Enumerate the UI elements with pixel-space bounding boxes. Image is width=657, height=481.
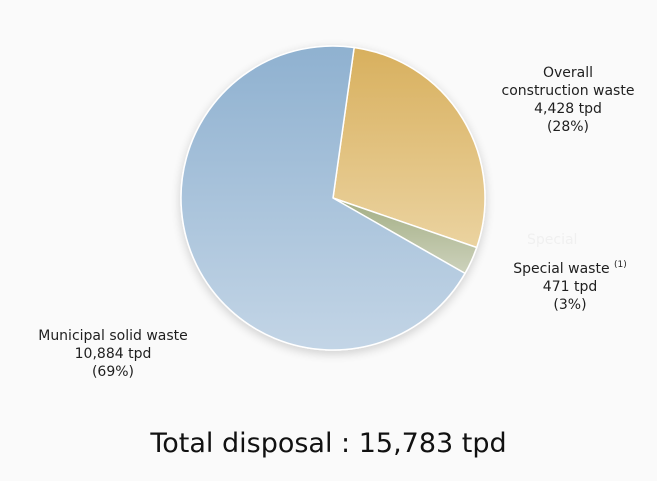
label-construction-value: 4,428 tpd bbox=[534, 101, 602, 117]
label-construction-percent: (28%) bbox=[546, 119, 590, 135]
label-special-value: 471 tpd bbox=[542, 279, 598, 295]
total-disposal: Total disposal : 15,783 tpd bbox=[150, 428, 507, 459]
label-special-name: Special waste bbox=[513, 261, 610, 277]
slice-municipal-waste bbox=[180, 45, 466, 351]
label-construction-waste: Overall construction waste 4,428 tpd (28… bbox=[480, 64, 656, 136]
label-municipal-value: 10,884 tpd bbox=[74, 346, 152, 362]
label-municipal-percent: (69%) bbox=[91, 364, 135, 380]
footnote-marker: (1) bbox=[614, 260, 627, 270]
label-municipal-waste: Municipal solid waste 10,884 tpd (69%) bbox=[18, 327, 208, 381]
label-construction-line1: Overall bbox=[542, 65, 594, 81]
label-municipal-name: Municipal solid waste bbox=[38, 328, 188, 344]
label-construction-line2: construction waste bbox=[501, 83, 635, 99]
label-special-name-row: Special waste (1) bbox=[490, 260, 650, 278]
slice-construction-waste bbox=[332, 46, 486, 249]
label-special-waste: Special waste (1) 471 tpd (3%) bbox=[490, 260, 650, 314]
ghost-special-text: Special bbox=[527, 232, 578, 248]
label-special-percent: (3%) bbox=[553, 297, 587, 313]
